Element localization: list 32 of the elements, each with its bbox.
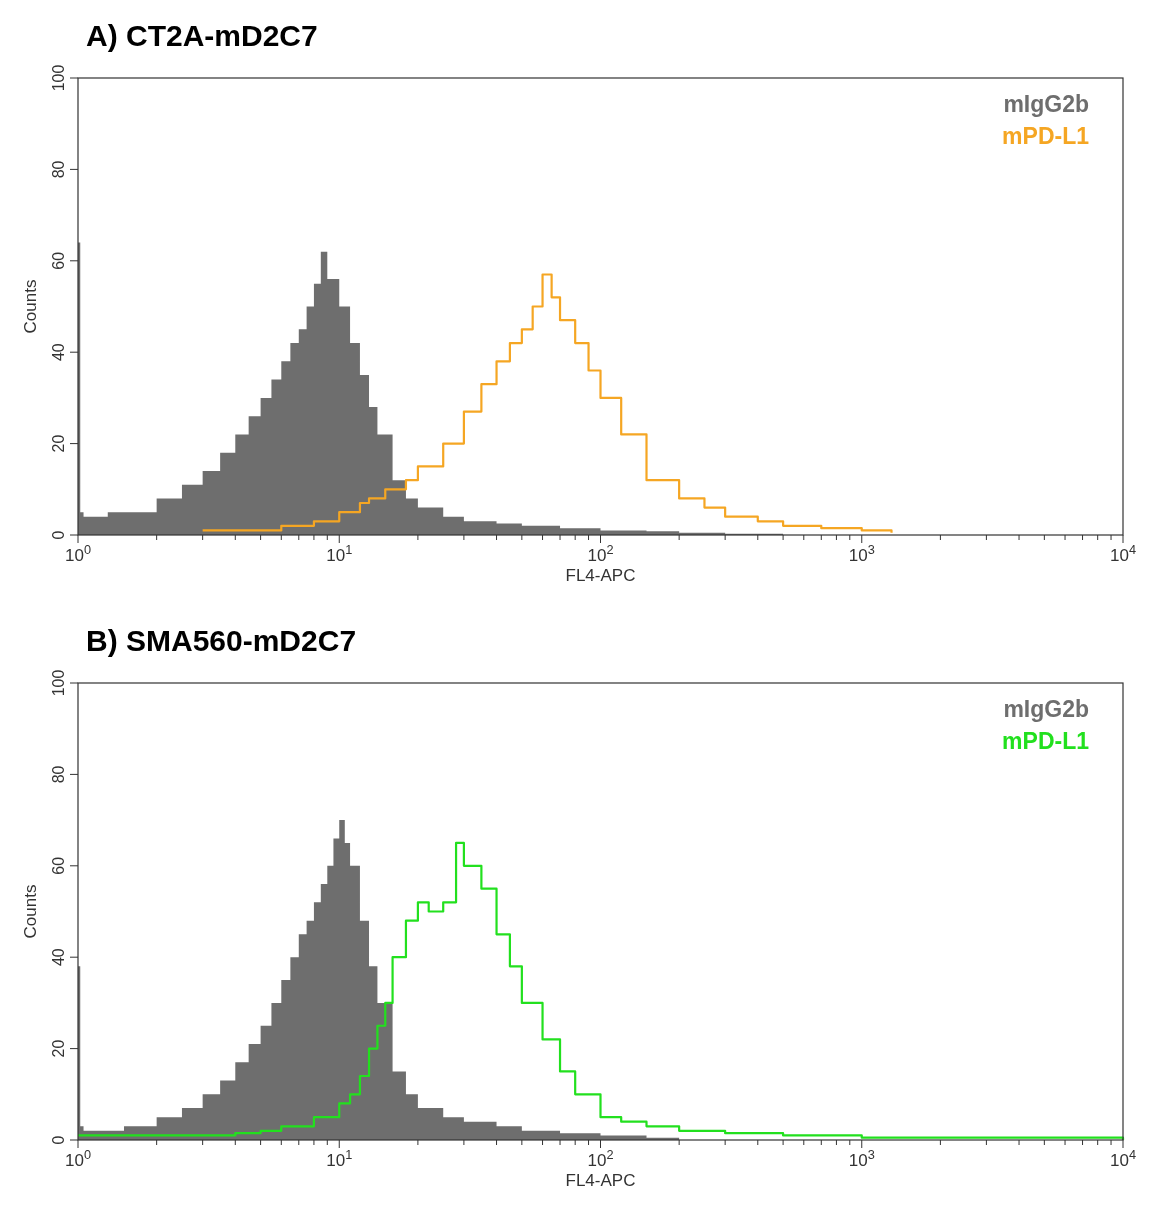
x-tick-label: 10$^{0}$ xyxy=(64,1146,92,1170)
chart-title: A) CT2A-mD2C7 xyxy=(86,19,318,52)
x-tick-label: 10$^{3}$ xyxy=(848,541,875,565)
x-axis-title: FL4-APC xyxy=(565,1171,636,1190)
x-tick-label: 10$^{3}$ xyxy=(848,1146,875,1170)
y-axis-title: Counts xyxy=(21,884,40,939)
y-tick-label: 0 xyxy=(50,1135,67,1145)
x-tick-label: 10$^{4}$ xyxy=(1109,541,1137,565)
x-tick-label: 10$^{4}$ xyxy=(1109,1146,1137,1170)
x-tick-label: 10$^{2}$ xyxy=(587,541,614,565)
x-tick-label: 10$^{1}$ xyxy=(326,1146,353,1170)
y-tick-label: 20 xyxy=(50,434,67,453)
y-axis-title: Counts xyxy=(21,279,40,334)
y-tick-label: 20 xyxy=(50,1039,67,1058)
text: mIgG2b xyxy=(1003,91,1089,117)
text: mIgG2b xyxy=(1003,696,1089,722)
y-tick-label: 100 xyxy=(50,669,67,697)
y-tick-label: 60 xyxy=(50,251,67,270)
x-tick-label: 10$^{0}$ xyxy=(64,541,92,565)
x-tick-label: 10$^{1}$ xyxy=(326,541,353,565)
y-tick-label: 80 xyxy=(50,160,67,179)
y-tick-label: 40 xyxy=(50,343,67,362)
x-axis-title: FL4-APC xyxy=(565,566,636,585)
y-tick-label: 40 xyxy=(50,948,67,967)
chart-title: B) SMA560-mD2C7 xyxy=(86,624,357,657)
y-tick-label: 100 xyxy=(50,64,67,92)
text: mPD-L1 xyxy=(1002,123,1090,149)
y-tick-label: 80 xyxy=(50,765,67,784)
y-tick-label: 0 xyxy=(50,530,67,540)
x-tick-label: 10$^{2}$ xyxy=(587,1146,614,1170)
text: mPD-L1 xyxy=(1002,728,1090,754)
y-tick-label: 60 xyxy=(50,856,67,875)
